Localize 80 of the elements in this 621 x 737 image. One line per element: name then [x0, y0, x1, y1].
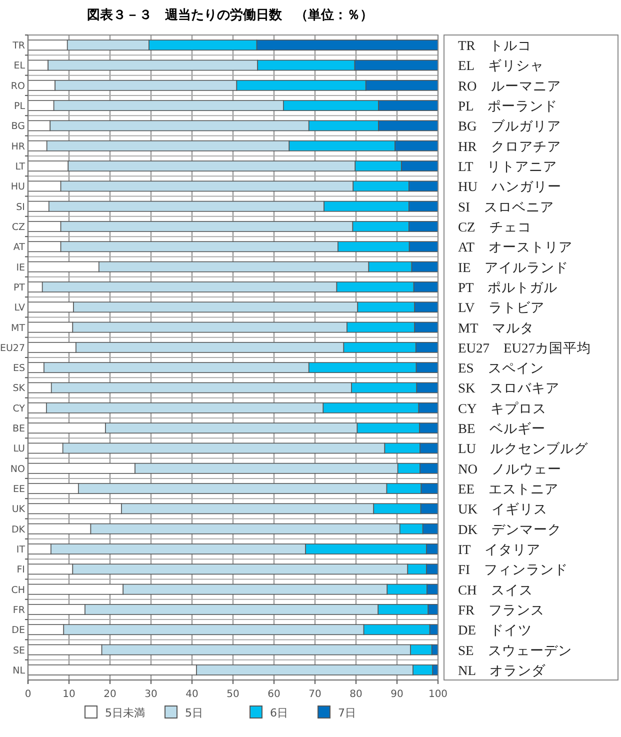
text: NL オランダ — [458, 662, 546, 678]
text: EU27 EU27カ国平均 — [458, 340, 591, 356]
text: CY キプロス — [458, 400, 546, 416]
legend-label: 5日未満 — [105, 706, 145, 720]
y-tick-label: CH — [11, 584, 25, 596]
y-tick-label: PL — [14, 101, 26, 112]
x-tick-label: 80 — [350, 689, 362, 700]
x-tick-label: 90 — [390, 689, 404, 700]
y-tick-label: SK — [12, 383, 26, 394]
x-tick-label: 100 — [428, 689, 448, 700]
y-tick-label: PT — [13, 282, 26, 294]
text: SK スロバキア — [458, 380, 560, 396]
y-tick-label: FR — [12, 604, 26, 616]
x-tick-label: 60 — [268, 689, 280, 700]
y-tick-label: ES — [12, 363, 25, 374]
text: LT リトアニア — [458, 159, 558, 174]
text: BE ベルギー — [458, 421, 546, 436]
text: IE アイルランド — [458, 260, 569, 275]
y-tick-label: SE — [12, 645, 25, 656]
x-tick-label: 70 — [308, 689, 322, 700]
y-tick-label: AT — [13, 242, 26, 254]
text: SE スウェーデン — [458, 642, 572, 658]
text: PL ポーランド — [458, 98, 558, 114]
text: CZ チェコ — [458, 219, 532, 234]
text: SI スロベニア — [458, 199, 554, 214]
text: FI フィンランド — [458, 562, 568, 578]
text: EL ギリシャ — [458, 58, 544, 74]
x-tick-label: 10 — [62, 689, 76, 700]
text: MT マルタ — [458, 320, 534, 336]
y-tick-label: BG — [11, 121, 25, 132]
text: RO ルーマニア — [458, 78, 561, 94]
text: TR トルコ — [458, 38, 532, 54]
y-tick-label: NO — [10, 464, 25, 475]
text: DE ドイツ — [458, 622, 532, 638]
text: NO ノルウェー — [458, 461, 562, 476]
y-tick-label: RO — [10, 80, 25, 92]
text: ES スペイン — [458, 360, 544, 376]
x-tick-label: 0 — [24, 689, 32, 700]
text: FR フランス — [458, 602, 545, 618]
y-tick-label: HU — [10, 182, 26, 193]
text: AT オーストリア — [458, 240, 572, 255]
y-tick-label: FI — [16, 564, 25, 576]
y-tick-label: DE — [12, 625, 25, 636]
y-tick-label: NL — [12, 665, 26, 676]
y-tick-label: UK — [12, 504, 26, 516]
x-tick-label: 50 — [226, 689, 240, 700]
y-tick-label: BE — [12, 424, 25, 435]
y-tick-label: EL — [14, 60, 26, 72]
y-tick-label: CY — [12, 403, 26, 414]
y-tick-label: IE — [16, 262, 25, 274]
x-tick-label: 40 — [186, 689, 198, 700]
text: IT イタリア — [458, 542, 540, 557]
text: LV ラトビア — [458, 300, 545, 316]
text: EE エストニア — [458, 482, 558, 497]
legend-label: 6日 — [270, 706, 288, 720]
text: UK イギリス — [458, 502, 548, 517]
text: LU ルクセンブルグ — [458, 441, 589, 456]
text: HU ハンガリー — [458, 179, 562, 194]
text: CH スイス — [458, 582, 533, 598]
y-tick-label: SI — [16, 202, 25, 213]
y-tick-label: EU27 — [0, 342, 25, 354]
y-tick-label: DK — [11, 524, 26, 536]
legend-label: 5日 — [185, 706, 203, 720]
y-tick-label: LT — [15, 162, 26, 173]
y-tick-label: CZ — [12, 222, 26, 233]
y-tick-label: IT — [16, 544, 26, 556]
text: BG ブルガリア — [458, 118, 561, 134]
y-tick-label: LU — [13, 444, 26, 455]
text: DK デンマーク — [458, 522, 562, 537]
x-tick-label: 30 — [144, 689, 158, 700]
y-tick-label: HR — [11, 141, 26, 152]
y-tick-label: MT — [11, 322, 26, 334]
y-tick-label: TR — [12, 40, 26, 52]
legend-label: 7日 — [338, 706, 356, 720]
text: HR クロアチア — [458, 138, 561, 154]
text: PT ポルトガル — [458, 280, 558, 295]
chart-title: 図表３－３ 週当たりの労働日数 （単位：％） — [87, 7, 373, 23]
x-tick-label: 20 — [104, 689, 116, 700]
y-tick-label: EE — [12, 484, 25, 496]
y-tick-label: LV — [14, 302, 26, 314]
